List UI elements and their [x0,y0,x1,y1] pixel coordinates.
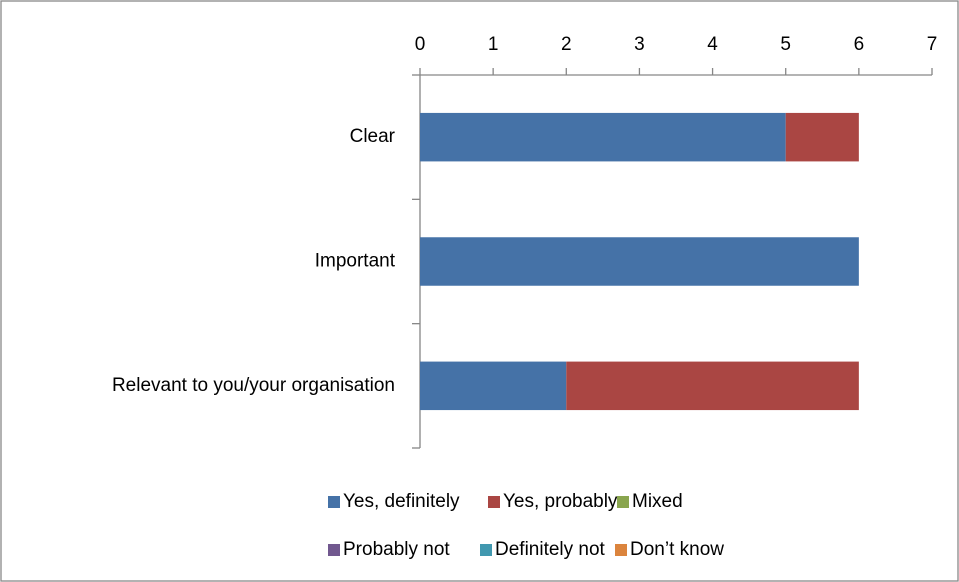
legend-label: Yes, definitely [343,491,460,512]
y-tick-label: Clear [350,126,396,147]
legend-swatch [488,496,500,508]
legend-label: Don’t know [630,539,724,560]
legend-swatch [617,496,629,508]
x-tick-label: 5 [780,34,791,55]
legend-label: Definitely not [495,539,606,560]
bar-segment [420,112,786,162]
x-tick-label: 1 [488,34,499,55]
legend-label: Probably not [343,539,450,560]
x-tick-label: 0 [415,34,426,55]
legend-label: Yes, probably [503,491,618,512]
legend-swatch [328,496,340,508]
x-tick-label: 6 [854,34,865,55]
legend-swatch [615,544,627,556]
x-tick-label: 3 [634,34,645,55]
bar-segment [420,237,859,286]
bar-segment [785,112,859,162]
bar-segment [566,361,859,411]
bar-segment [420,361,567,411]
x-tick-label: 2 [561,34,572,55]
y-tick-label: Relevant to you/your organisation [112,375,395,396]
legend-swatch [328,544,340,556]
x-tick-label: 7 [927,34,938,55]
legend-label: Mixed [632,491,683,512]
x-tick-label: 4 [707,34,718,55]
y-tick-label: Important [315,251,396,272]
legend-swatch [480,544,492,556]
